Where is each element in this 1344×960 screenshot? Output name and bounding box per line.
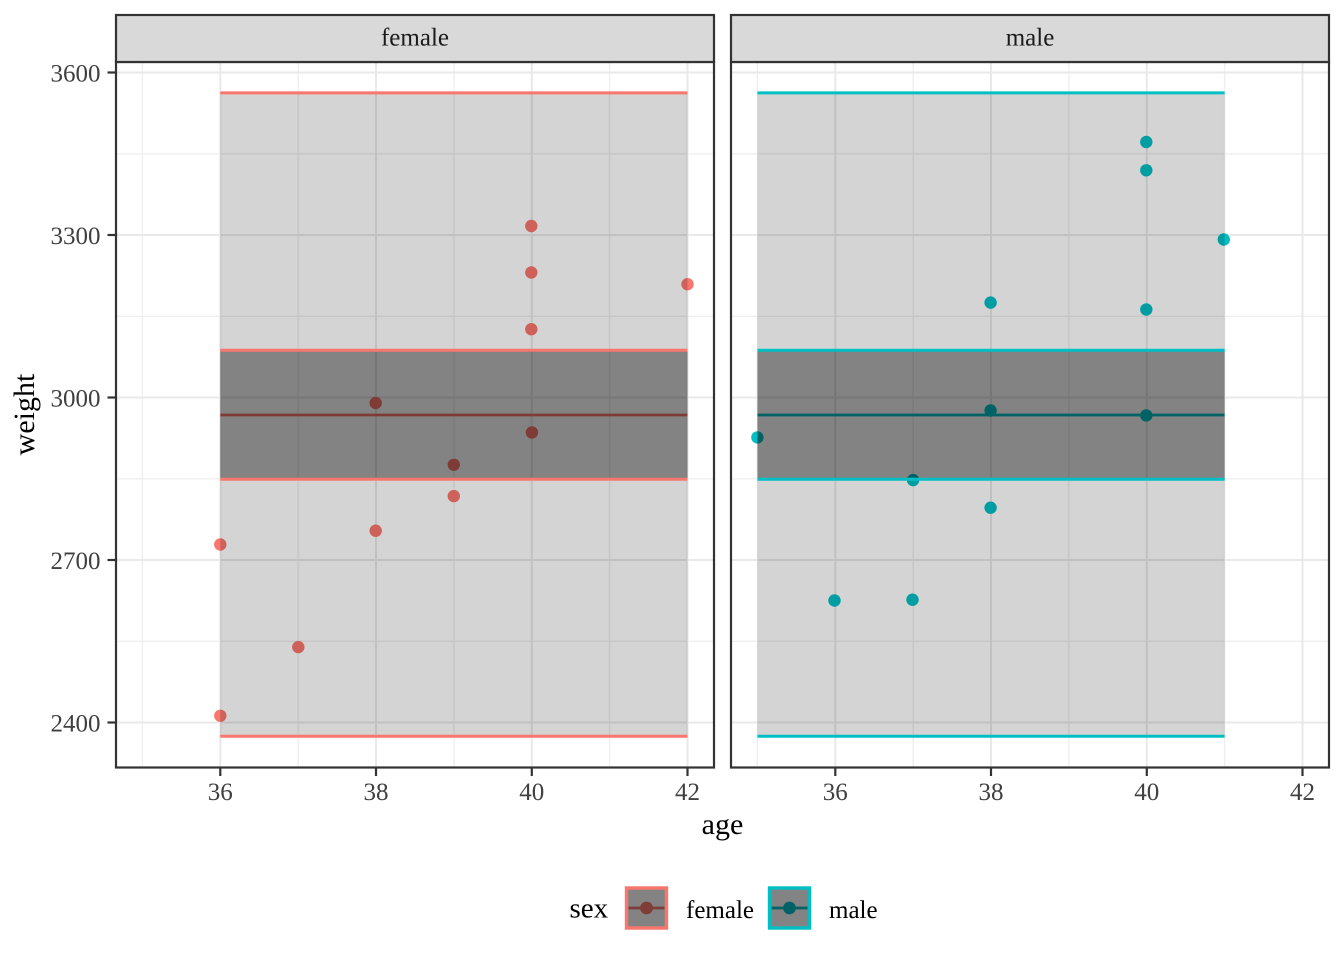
svg-text:42: 42: [675, 779, 700, 806]
svg-text:male: male: [1006, 25, 1055, 52]
svg-text:2400: 2400: [51, 710, 101, 737]
svg-text:42: 42: [1290, 779, 1315, 806]
svg-text:38: 38: [364, 779, 389, 806]
svg-text:age: age: [702, 808, 744, 841]
svg-text:3600: 3600: [51, 60, 101, 87]
svg-text:2700: 2700: [51, 548, 101, 575]
svg-text:female: female: [381, 25, 449, 52]
svg-text:weight: weight: [8, 373, 41, 455]
svg-text:40: 40: [1134, 779, 1159, 806]
svg-text:36: 36: [823, 779, 848, 806]
svg-text:36: 36: [208, 779, 233, 806]
svg-text:male: male: [829, 897, 878, 924]
svg-text:38: 38: [979, 779, 1004, 806]
svg-text:sex: sex: [570, 893, 609, 925]
svg-text:female: female: [686, 897, 754, 924]
svg-text:3300: 3300: [51, 223, 101, 250]
svg-text:40: 40: [519, 779, 544, 806]
svg-text:3000: 3000: [51, 385, 101, 412]
